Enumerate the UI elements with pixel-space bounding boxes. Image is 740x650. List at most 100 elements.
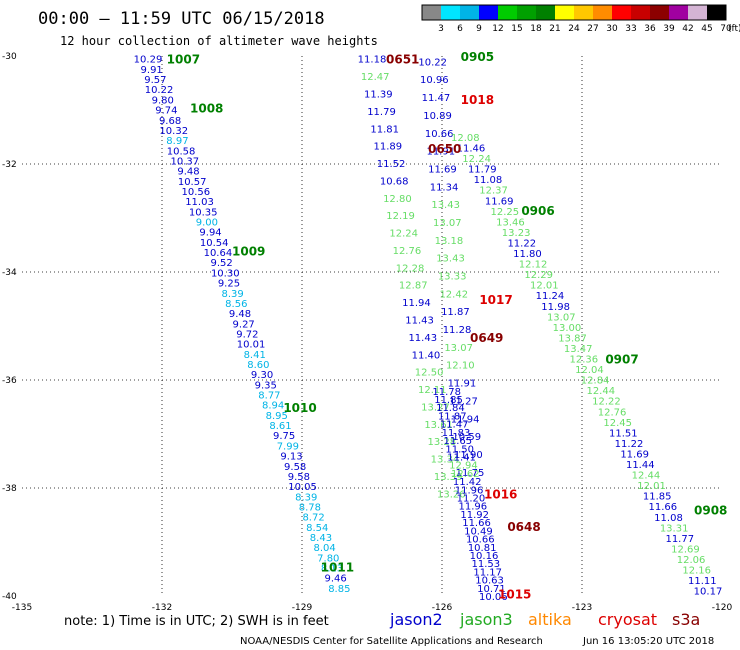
wave-height-value: 11.69 <box>428 164 457 175</box>
plot-area: -135 -132 -129 -126 -123 -120 -30 -32 -34 -36 -38 -… <box>2 50 732 613</box>
wave-height-value: 12.11 <box>418 385 447 396</box>
wave-height-value: 10.58 <box>167 146 196 157</box>
wave-height-value: 13.23 <box>502 228 531 239</box>
colorbar-label: 27 <box>587 24 598 34</box>
wave-height-value: 11.94 <box>402 298 431 309</box>
wave-height-value: 10.16 <box>470 551 499 562</box>
y-tick-label: -38 <box>2 484 17 494</box>
wave-height-value: 11.08 <box>654 513 683 524</box>
colorbar-swatch <box>422 5 441 20</box>
wave-height-value: 11.96 <box>458 502 487 513</box>
wave-height-value: 10.22 <box>418 57 447 68</box>
wave-height-value: 8.85 <box>328 584 350 595</box>
colorbar-label: 36 <box>644 24 656 34</box>
wave-height-value: 11.94 <box>451 414 480 425</box>
wave-height-value: 12.06 <box>677 555 706 566</box>
wave-height-value: 10.29 <box>134 55 163 66</box>
wave-height-value: 10.22 <box>145 85 174 96</box>
wave-height-value: 8.54 <box>306 523 328 534</box>
wave-height-value: 8.60 <box>247 360 269 371</box>
wave-height-value: 8.56 <box>225 299 247 310</box>
colorbar-label: 12 <box>492 24 503 34</box>
wave-height-value: 12.76 <box>598 407 627 418</box>
wave-height-value: 13.87 <box>558 333 587 344</box>
wave-height-value: 11.28 <box>443 325 472 336</box>
wave-height-value: 12.08 <box>451 133 480 144</box>
colorbar-label: 39 <box>663 24 675 34</box>
colorbar-swatch <box>536 5 555 20</box>
colorbar-label: 21 <box>549 24 560 34</box>
y-tick-label: -30 <box>2 52 17 62</box>
wave-height-value: 11.44 <box>626 460 655 471</box>
colorbar-swatch <box>479 5 498 20</box>
y-tick-label: -34 <box>2 268 17 278</box>
wave-height-value: 13.27 <box>421 402 450 413</box>
wave-height-value: 12.28 <box>396 263 425 274</box>
wave-height-value: 11.42 <box>453 477 482 488</box>
wave-height-value: 9.48 <box>177 167 199 178</box>
wave-height-value: 12.47 <box>361 72 390 83</box>
x-tick-label: -120 <box>712 603 733 613</box>
wave-height-value: 10.68 <box>380 176 409 187</box>
wave-height-value: 13.33 <box>438 272 467 283</box>
wave-height-value: 13.07 <box>444 343 473 354</box>
colorbar-label: 33 <box>625 24 636 34</box>
wave-height-value: 12.69 <box>671 544 700 555</box>
wave-height-value: 10.01 <box>237 340 266 351</box>
wave-height-value: 11.47 <box>422 93 451 104</box>
wave-height-value: 9.75 <box>273 431 295 442</box>
wave-height-value: 12.16 <box>682 566 711 577</box>
wave-height-value: 11.34 <box>430 182 459 193</box>
wave-height-value: 11.24 <box>536 291 565 302</box>
colorbar-label: 18 <box>530 24 542 34</box>
wave-height-value: 9.13 <box>280 452 302 463</box>
wave-height-value: 12.94 <box>449 461 478 472</box>
satellite-legend: jason2 jason3 altika cryosat s3a <box>389 610 700 629</box>
wave-height-value: 12.76 <box>393 246 422 257</box>
chart-subtitle: 12 hour collection of altimeter wave hei… <box>60 34 378 48</box>
footer-credit: NOAA/NESDIS Center for Satellite Applica… <box>240 636 543 647</box>
wave-height-value: 9.25 <box>218 279 240 290</box>
satellite-legend-s3a: s3a <box>672 610 700 629</box>
satellite-legend-altika: altika <box>528 610 572 629</box>
wave-height-value: 12.24 <box>462 154 491 165</box>
wave-height-value: 10.35 <box>189 207 218 218</box>
wave-height-value: 11.78 <box>432 387 461 398</box>
wave-height-value: 13.46 <box>496 217 525 228</box>
wave-height-value: 9.30 <box>251 370 273 381</box>
wave-height-value: 10.63 <box>475 576 504 587</box>
pass-time-label: 1015 <box>498 587 531 601</box>
colorbar-label: 30 <box>606 24 618 34</box>
colorbar-swatch <box>669 5 688 20</box>
wave-height-value: 13.07 <box>547 312 576 323</box>
wave-height-value: 9.72 <box>236 329 258 340</box>
wave-height-value: 9.80 <box>152 95 174 106</box>
wave-height-value: 10.49 <box>464 526 493 537</box>
colorbar-label: 9 <box>476 24 482 34</box>
wave-height-value: 11.79 <box>468 165 497 176</box>
wave-height-value: 10.30 <box>211 268 240 279</box>
pass-time-label: 1009 <box>232 244 265 258</box>
wave-height-value: 13.07 <box>433 218 462 229</box>
wave-height-value: 10.66 <box>425 129 454 140</box>
wave-height-value: 12.44 <box>586 386 615 397</box>
wave-height-value: 12.10 <box>446 361 475 372</box>
wave-height-value: 13.61 <box>424 420 453 431</box>
colorbar-swatch <box>460 5 479 20</box>
wave-height-value: 13.39 <box>434 472 463 483</box>
wave-height-value: 9.46 <box>325 574 347 585</box>
wave-height-value: 9.35 <box>255 380 277 391</box>
pass-time-label: 1017 <box>479 293 512 307</box>
wave-height-value: 9.58 <box>284 462 306 473</box>
wave-height-value: 12.22 <box>592 397 621 408</box>
wave-height-value: 8.41 <box>244 350 266 361</box>
colorbar-label: 42 <box>682 24 693 34</box>
wave-height-value: 12.42 <box>439 289 468 300</box>
wave-height-value: 8.97 <box>166 136 188 147</box>
wave-height-value: 11.40 <box>412 350 441 361</box>
wave-height-value: 9.68 <box>159 116 181 127</box>
wave-height-value: 13.43 <box>436 254 465 265</box>
x-tick-label: -129 <box>292 603 313 613</box>
colorbar-label: 3 <box>438 24 444 34</box>
